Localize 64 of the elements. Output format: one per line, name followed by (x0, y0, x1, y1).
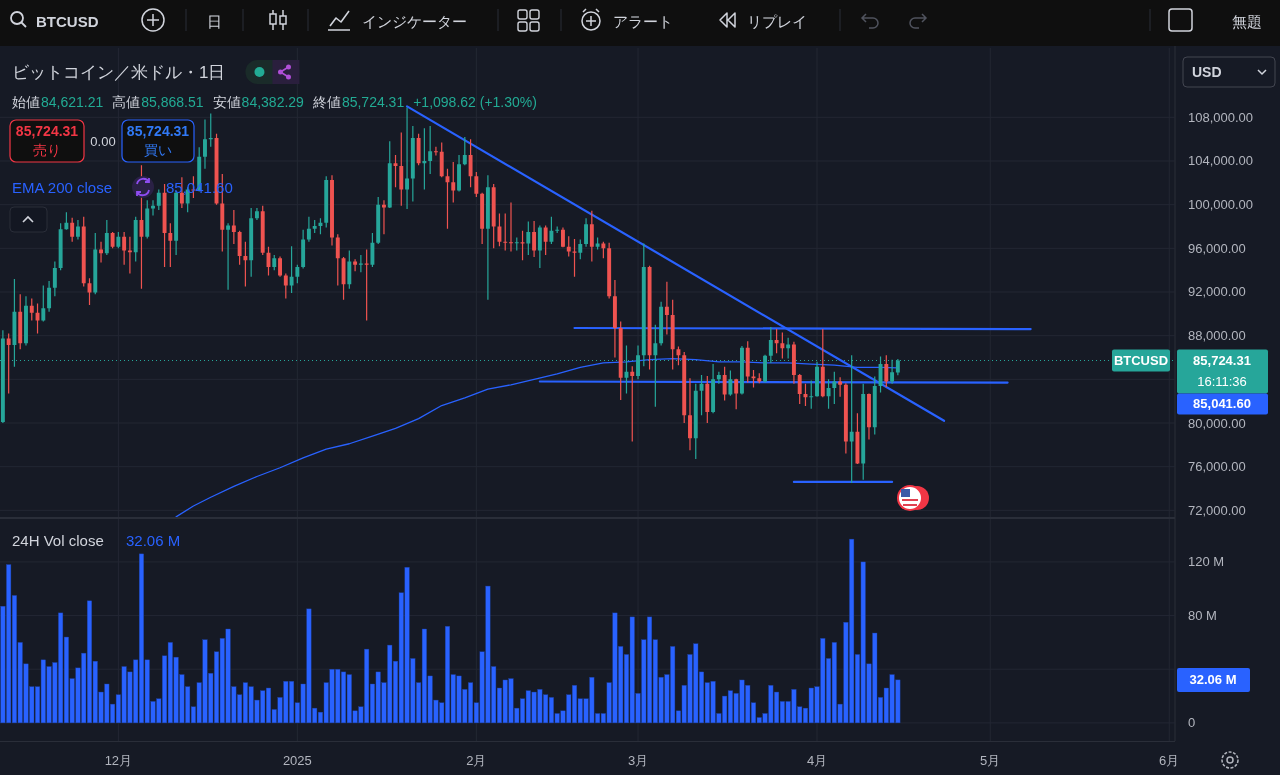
text: 無題 (1232, 12, 1262, 30)
annotation: 84,621.21 (41, 94, 104, 110)
y-tick-label: 0 (1188, 715, 1196, 731)
annotation: 85,724.31 (341, 94, 405, 110)
candlestick (127, 236, 132, 274)
y-tick-label: 76,000.00 (1188, 459, 1246, 475)
annotation: 安値 (212, 94, 241, 110)
text: USD (1192, 64, 1222, 80)
x-tick-label: 6月 (1159, 752, 1180, 768)
text: リプレイ (747, 12, 807, 30)
text: EMA 200 close (12, 178, 113, 196)
x-tick-label: 3月 (627, 752, 649, 768)
y-tick-label: 88,000.00 (1188, 328, 1246, 344)
candlestick (612, 279, 617, 358)
series-label: 24H Vol close (12, 531, 104, 549)
candlestick (405, 107, 410, 210)
text: 32.06 M (1189, 672, 1237, 688)
text: 85,041.60 (1193, 396, 1251, 412)
text: 日 (206, 12, 222, 30)
annotation: 高値 (112, 94, 141, 110)
candlestick (532, 221, 537, 258)
x-tick-label: 4月 (806, 752, 828, 768)
candlestick (226, 223, 231, 290)
annotation: +1,098.62 (+1.30%) (413, 94, 537, 110)
candlestick (151, 200, 155, 216)
annotation: 売り (33, 142, 61, 158)
candlestick (254, 207, 259, 220)
x-tick-label: 2月 (466, 752, 487, 768)
annotation: 85,724.31 (126, 123, 190, 139)
y-tick-label: 96,000.00 (1188, 240, 1246, 256)
candlestick (306, 216, 311, 242)
text: ビットコイン／米ドル・1日 (12, 62, 226, 82)
candlestick (636, 345, 640, 380)
x-tick-label: 12月 (104, 752, 133, 768)
text: アラート (613, 12, 673, 30)
y-tick-label: 100,000.00 (1188, 197, 1254, 213)
x-tick-label: 2025 (282, 752, 312, 768)
candlestick (99, 241, 104, 263)
annotation: 85,724.31 (15, 123, 79, 139)
candlestick (433, 146, 438, 156)
annotation: 32.06 M (126, 531, 181, 549)
annotation: 終値 (311, 94, 341, 110)
candlestick (485, 175, 490, 300)
y-tick-label: 72,000.00 (1188, 502, 1246, 518)
candlestick (509, 202, 513, 252)
annotation: 85,868.51 (141, 94, 204, 110)
y-tick-label: 80 M (1188, 608, 1217, 624)
y-tick-label: 120 M (1188, 554, 1225, 570)
x-tick-label: 5月 (980, 752, 1001, 768)
annotation: 始値 (12, 94, 40, 110)
text: BTCUSD (36, 12, 99, 30)
annotation: 0.00 (90, 133, 116, 149)
y-tick-label: 80,000.00 (1188, 415, 1246, 431)
candlestick (382, 200, 386, 235)
y-tick-label: 108,000.00 (1188, 109, 1254, 125)
annotation: 84,382.29 (241, 94, 305, 110)
text: インジケーター (362, 12, 467, 30)
candlestick (688, 378, 692, 451)
candlestick (890, 359, 895, 384)
annotation: 買い (144, 142, 172, 158)
y-tick-label: 104,000.00 (1188, 153, 1254, 169)
candlestick (75, 219, 80, 240)
y-tick-label: 92,000.00 (1188, 284, 1246, 300)
candlestick (203, 119, 207, 169)
